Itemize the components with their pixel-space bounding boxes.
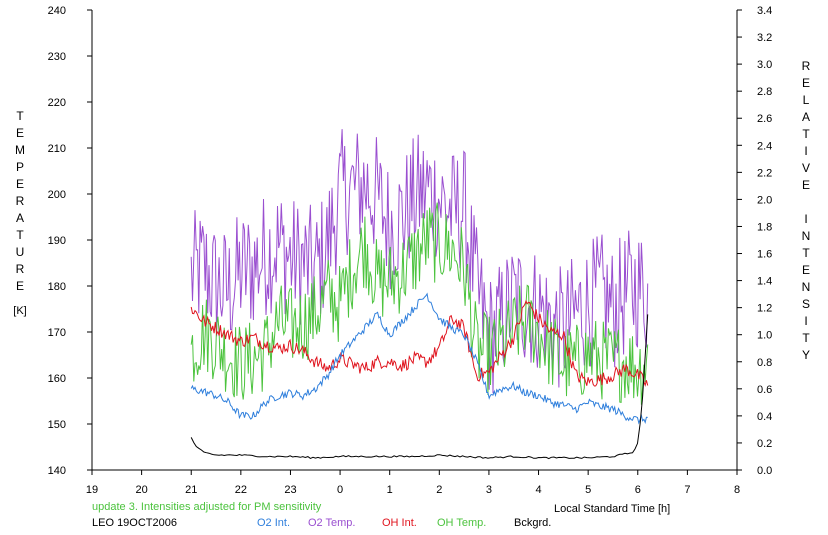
y-left-tick-label: 200	[48, 189, 66, 201]
y-right-title-letter: L	[803, 93, 810, 107]
y-right-title-letter: N	[802, 229, 811, 243]
y-left-title-letter: E	[16, 126, 24, 140]
y-right-title-letter: I	[804, 212, 807, 226]
x-tick-label: 1	[387, 484, 393, 496]
x-tick-label: 6	[635, 484, 641, 496]
series-line-o2-int	[190, 292, 648, 425]
legend-item: OH Temp.	[437, 517, 486, 529]
y-right-title-letter: N	[802, 280, 811, 294]
x-tick-label: 21	[185, 484, 197, 496]
x-axis-label: Local Standard Time [h]	[554, 503, 670, 515]
y-right-tick-label: 0.4	[757, 411, 772, 423]
y-right-title-letter: Y	[802, 348, 810, 362]
y-right-tick-label: 2.6	[757, 113, 772, 125]
series-line-o2-temp	[190, 129, 649, 394]
y-left-title-letter: U	[16, 245, 25, 259]
y-left-title-letter: E	[16, 279, 24, 293]
y-right-tick-label: 0.2	[757, 438, 772, 450]
y-left-title-letter: R	[16, 262, 25, 276]
y-right-tick-label: 1.0	[757, 330, 772, 342]
y-left-tick-label: 140	[48, 465, 66, 477]
y-left-tick-label: 180	[48, 281, 66, 293]
y-right-tick-label: 3.0	[757, 59, 772, 71]
y-left-title-letter: R	[16, 194, 25, 208]
y-right-tick-label: 1.2	[757, 303, 772, 315]
y-left-tick-label: 170	[48, 327, 66, 339]
y-right-title-letter: A	[802, 110, 810, 124]
y-left-tick-label: 210	[48, 143, 66, 155]
y-right-title-letter: E	[802, 178, 810, 192]
series-line-oh-int	[190, 299, 649, 387]
legend-item: O2 Int.	[257, 517, 290, 529]
update-note: update 3. Intensities adjusted for PM se…	[92, 501, 322, 513]
x-tick-label: 2	[436, 484, 442, 496]
y-right-tick-label: 2.0	[757, 194, 772, 206]
legend-item: O2 Temp.	[308, 517, 356, 529]
series-group	[190, 129, 649, 460]
y-right-tick-label: 2.2	[757, 167, 772, 179]
y-right-title-letter: T	[802, 246, 810, 260]
y-right-title-letter: E	[802, 76, 810, 90]
y-left-unit: [K]	[13, 305, 26, 317]
y-right-tick-label: 2.4	[757, 140, 772, 152]
y-right-title-letter: R	[802, 59, 811, 73]
x-tick-label: 5	[585, 484, 591, 496]
y-left-tick-label: 190	[48, 235, 66, 247]
y-right-tick-label: 3.2	[757, 32, 772, 44]
y-left-tick-label: 160	[48, 373, 66, 385]
y-left-tick-label: 240	[48, 5, 66, 17]
y-right-tick-label: 0.6	[757, 384, 772, 396]
x-tick-label: 3	[486, 484, 492, 496]
y-right-tick-label: 1.6	[757, 249, 772, 261]
y-right-title-letter: I	[804, 144, 807, 158]
y-right-tick-label: 1.4	[757, 276, 772, 288]
y-right-title-letter: V	[802, 161, 810, 175]
legend: O2 Int. O2 Temp. OH Int. OH Temp. Bckgrd.	[257, 517, 551, 529]
y-left-tick-label: 150	[48, 419, 66, 431]
y-left-tick-label: 230	[48, 51, 66, 63]
x-tick-label: 7	[684, 484, 690, 496]
y-left-title-letter: M	[15, 143, 25, 157]
y-left-title-letter: T	[16, 109, 24, 123]
y-right-title-letter: S	[802, 297, 810, 311]
y-right-tick-label: 2.8	[757, 86, 772, 98]
y-right-tick-label: 3.4	[757, 5, 772, 17]
series-line-bckgrd	[190, 314, 649, 460]
y-left-title-letter: T	[16, 228, 24, 242]
y-right-tick-label: 0.8	[757, 357, 772, 369]
y-right-title-letter: I	[804, 314, 807, 328]
y-right-title-letter: T	[802, 331, 810, 345]
legend-item: Bckgrd.	[514, 517, 551, 529]
x-tick-label: 0	[337, 484, 343, 496]
y-right-title-letter: E	[802, 263, 810, 277]
left-ticks: 140 150 160 170 180 190 200 210 220 230 240	[48, 5, 92, 477]
y-right-tick-label: 0.0	[757, 465, 772, 477]
y-right-title-letter: T	[802, 127, 810, 141]
y-left-title-letter: A	[16, 211, 24, 225]
x-ticks: 19 20 21 22 23 0 1 2 3 4 5 6 7 8	[86, 470, 740, 496]
x-tick-label: 20	[135, 484, 147, 496]
x-tick-label: 8	[734, 484, 740, 496]
y-right-tick-label: 1.8	[757, 221, 772, 233]
right-ticks: 0.0 0.2 0.4 0.6 0.8 1.0 1.2 1.4 1.6 1.8 2.0 2.2 2.4 2…	[737, 5, 772, 477]
legend-item: OH Int.	[382, 517, 417, 529]
y-left-title-letter: E	[16, 177, 24, 191]
y-left-tick-label: 220	[48, 97, 66, 109]
x-tick-label: 23	[284, 484, 296, 496]
x-tick-label: 19	[86, 484, 98, 496]
series-line-oh-temp	[190, 202, 649, 405]
station-date-label: LEO 19OCT2006	[92, 517, 177, 529]
y-left-title-letter: P	[16, 160, 24, 174]
x-tick-label: 4	[535, 484, 541, 496]
x-tick-label: 22	[235, 484, 247, 496]
